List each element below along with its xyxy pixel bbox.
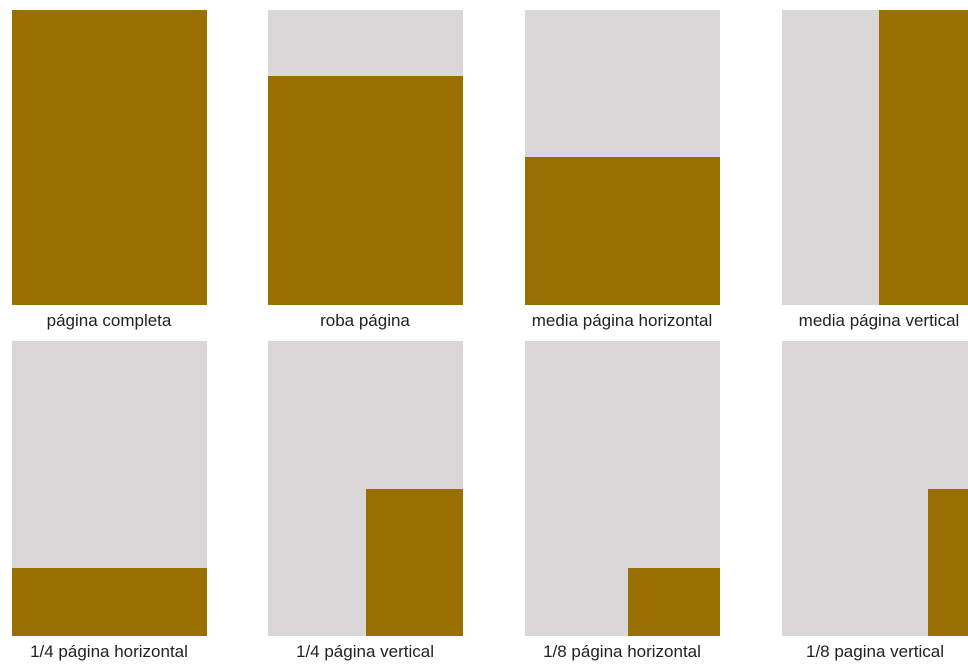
ad-area [12, 568, 207, 636]
panel: 1/8 pagina vertical [782, 341, 968, 661]
ad-area [366, 489, 463, 636]
panel: 1/4 página horizontal [12, 341, 207, 661]
ad-area [879, 10, 968, 305]
panel: 1/8 página horizontal [525, 341, 720, 661]
panel-label: media página vertical [799, 311, 960, 330]
panel-label: 1/4 página vertical [296, 642, 434, 661]
panel-label: 1/8 pagina vertical [806, 642, 944, 661]
panel: 1/4 página vertical [268, 341, 463, 661]
ad-area [268, 76, 463, 305]
panel: media página vertical [782, 10, 968, 330]
panel: página completa [12, 10, 207, 330]
panel-label: página completa [47, 311, 172, 330]
ad-area [12, 10, 207, 305]
ad-area [928, 489, 968, 636]
panel-label: 1/8 página horizontal [543, 642, 701, 661]
panel-label: roba página [320, 311, 410, 330]
panel-label: 1/4 página horizontal [30, 642, 188, 661]
panel: media página horizontal [525, 10, 720, 330]
panel: roba página [268, 10, 463, 330]
ad-area [628, 568, 720, 636]
panel-label: media página horizontal [532, 311, 713, 330]
ad-area [525, 157, 720, 305]
